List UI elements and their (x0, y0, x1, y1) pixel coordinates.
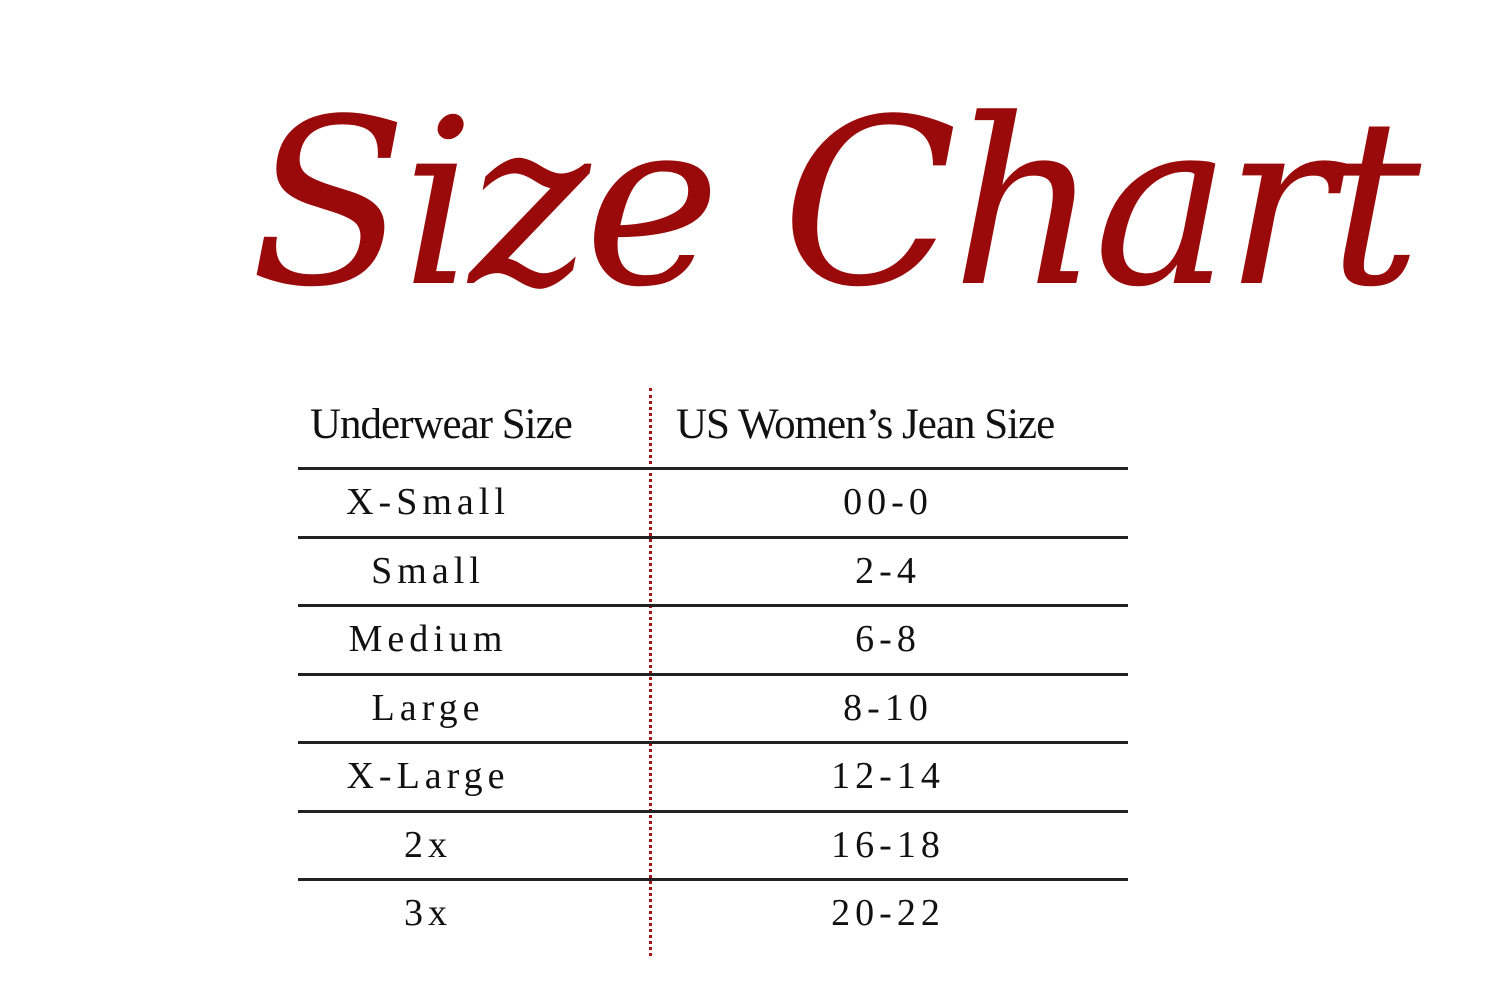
row-divider (298, 810, 1128, 813)
jean-size-cell: 12-14 (831, 755, 945, 797)
underwear-size-cell: X-Large (346, 755, 510, 797)
row-divider (298, 536, 1128, 539)
column-divider (649, 388, 652, 956)
jean-size-cell: 2-4 (855, 550, 921, 592)
size-chart-title: Size Chart (250, 71, 1421, 338)
jean-size-cell: 6-8 (855, 618, 921, 660)
underwear-size-cell: 3x (404, 892, 452, 934)
underwear-size-cell: Medium (348, 618, 508, 660)
jean-size-cell: 20-22 (831, 892, 945, 934)
row-divider (298, 741, 1128, 744)
underwear-size-cell: Small (371, 550, 485, 592)
row-divider (298, 878, 1128, 881)
underwear-size-cell: X-Small (346, 481, 510, 523)
jean-size-cell: 16-18 (831, 824, 945, 866)
row-divider (298, 604, 1128, 607)
jean-size-cell: 8-10 (843, 687, 933, 729)
jean-size-cell: 00-0 (843, 481, 933, 523)
header-underwear-size: Underwear Size (310, 401, 573, 448)
row-divider (298, 467, 1128, 470)
header-jean-size: US Women’s Jean Size (676, 401, 1055, 448)
underwear-size-cell: 2x (404, 824, 452, 866)
row-divider (298, 673, 1128, 676)
underwear-size-cell: Large (371, 687, 485, 729)
